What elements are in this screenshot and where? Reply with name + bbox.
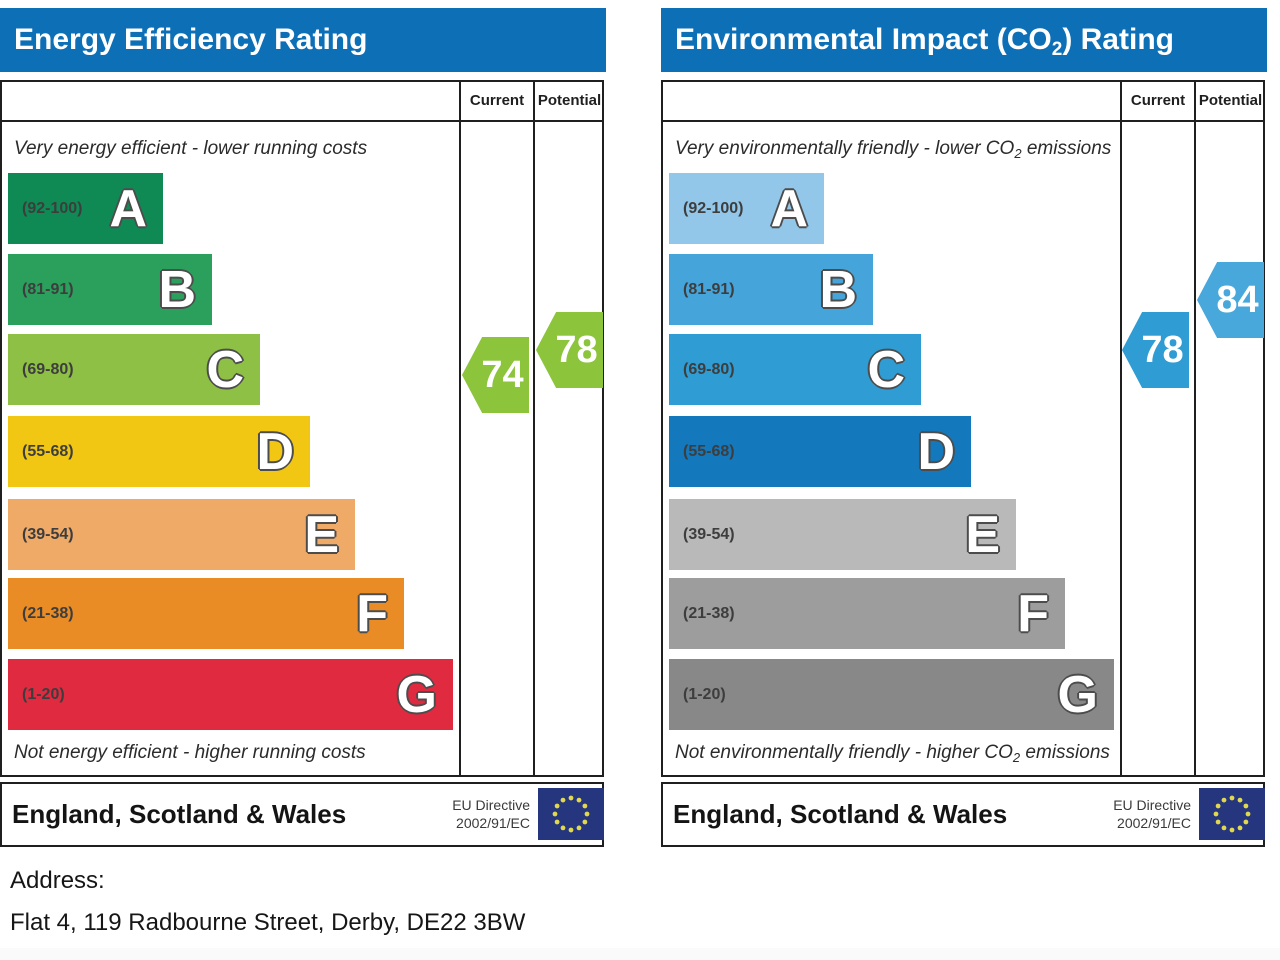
band-f-range: (21-38) [22, 604, 74, 622]
band-c: (69-80) C [8, 334, 260, 405]
potential-column-divider [533, 80, 535, 777]
band-f-letter: F [356, 584, 388, 643]
band-a-range: (92-100) [22, 199, 83, 217]
header-row-divider [661, 120, 1265, 122]
band-g: (1-20) G [8, 659, 453, 730]
band-e-letter: E [304, 505, 339, 564]
band-d-letter: D [917, 422, 955, 481]
band-c-range: (69-80) [22, 360, 74, 378]
bottom-caption: Not energy efficient - higher running co… [14, 742, 366, 763]
band-f-range: (21-38) [683, 604, 735, 622]
band-d-range: (55-68) [683, 442, 735, 460]
eu-flag-icon [1199, 788, 1265, 840]
footer-box: England, Scotland & Wales EU Directive 2… [0, 782, 604, 847]
band-a-range: (92-100) [683, 199, 744, 217]
band-c: (69-80) C [669, 334, 921, 405]
current-column-header: Current [1130, 92, 1186, 109]
current-column-divider [459, 80, 461, 777]
region-label: England, Scotland & Wales [673, 799, 1008, 829]
band-f: (21-38) F [669, 578, 1065, 649]
band-a-letter: A [770, 179, 808, 238]
band-b-range: (81-91) [22, 280, 74, 298]
band-c-range: (69-80) [683, 360, 735, 378]
band-b: (81-91) B [669, 254, 873, 325]
current-column-divider [1120, 80, 1122, 777]
potential-rating-value: 84 [1216, 278, 1259, 321]
band-b-letter: B [158, 260, 196, 319]
band-d-range: (55-68) [22, 442, 74, 460]
top-caption: Very environmentally friendly - lower CO… [675, 138, 1112, 161]
band-e: (39-54) E [8, 499, 355, 570]
band-d-letter: D [256, 422, 294, 481]
band-b-letter: B [819, 260, 857, 319]
band-e-range: (39-54) [22, 525, 74, 543]
band-g-letter: G [396, 665, 437, 724]
band-a: (92-100) A [8, 173, 163, 244]
energy-efficiency-title: Energy Efficiency Rating [0, 8, 606, 72]
band-d: (55-68) D [669, 416, 971, 487]
potential-column-header: Potential [537, 92, 602, 109]
band-c-letter: C [206, 340, 244, 399]
eu-directive-label: EU Directive 2002/91/EC [452, 797, 530, 831]
energy-efficiency-panel: Energy Efficiency Rating Current Potenti… [0, 0, 608, 860]
band-b: (81-91) B [8, 254, 212, 325]
band-g-range: (1-20) [22, 685, 65, 703]
band-g: (1-20) G [669, 659, 1114, 730]
potential-column-header: Potential [1198, 92, 1263, 109]
environmental-impact-title: Environmental Impact (CO2) Rating [661, 8, 1267, 72]
band-c-letter: C [867, 340, 905, 399]
header-row-divider [0, 120, 604, 122]
band-g-letter: G [1057, 665, 1098, 724]
address-label: Address: [10, 867, 105, 894]
eu-directive-label: EU Directive 2002/91/EC [1113, 797, 1191, 831]
band-a: (92-100) A [669, 173, 824, 244]
footer-box: England, Scotland & Wales EU Directive 2… [661, 782, 1265, 847]
environmental-impact-panel: Environmental Impact (CO2) Rating Curren… [661, 0, 1269, 860]
region-label: England, Scotland & Wales [12, 799, 347, 829]
band-e-letter: E [965, 505, 1000, 564]
potential-column-divider [1194, 80, 1196, 777]
band-d: (55-68) D [8, 416, 310, 487]
band-a-letter: A [109, 179, 147, 238]
bottom-strip [0, 948, 1280, 960]
bottom-caption: Not environmentally friendly - higher CO… [675, 742, 1110, 765]
potential-rating-value: 78 [555, 328, 598, 371]
current-column-header: Current [469, 92, 525, 109]
band-b-range: (81-91) [683, 280, 735, 298]
band-f: (21-38) F [8, 578, 404, 649]
band-e-range: (39-54) [683, 525, 735, 543]
current-rating-value: 74 [481, 353, 524, 396]
eu-flag-icon [538, 788, 604, 840]
current-rating-value: 78 [1141, 328, 1184, 371]
band-e: (39-54) E [669, 499, 1016, 570]
address-value: Flat 4, 119 Radbourne Street, Derby, DE2… [10, 909, 526, 936]
address-block: Address: Flat 4, 119 Radbourne Street, D… [10, 866, 525, 938]
band-g-range: (1-20) [683, 685, 726, 703]
band-f-letter: F [1017, 584, 1049, 643]
top-caption: Very energy efficient - lower running co… [14, 138, 368, 159]
